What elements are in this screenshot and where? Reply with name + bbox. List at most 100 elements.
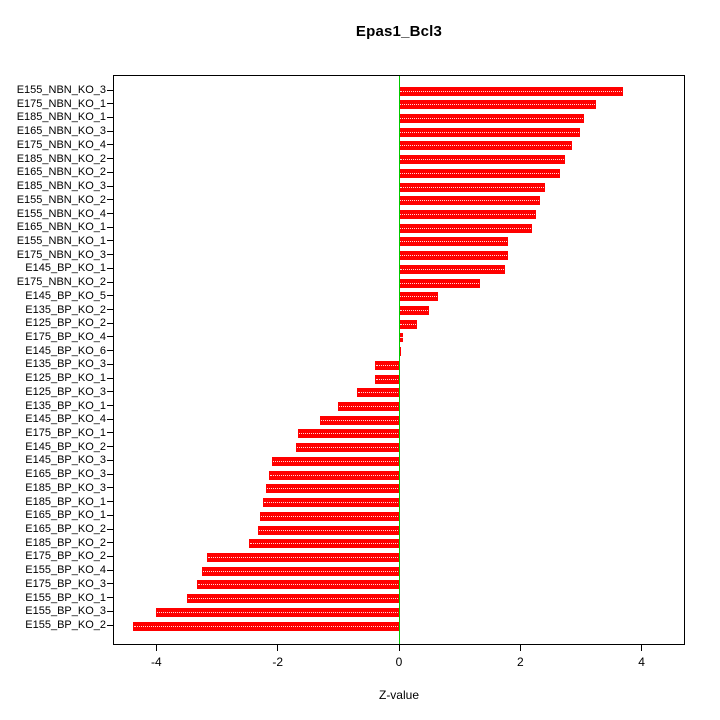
y-tick-mark — [107, 281, 113, 283]
bar — [271, 456, 399, 466]
bar — [399, 306, 430, 315]
x-tick-label: -4 — [151, 655, 162, 669]
bar — [399, 210, 536, 219]
y-tick-mark — [107, 391, 113, 393]
bar — [320, 415, 399, 425]
bar — [249, 539, 399, 549]
x-tick-label: 0 — [395, 655, 403, 669]
bar — [399, 347, 401, 357]
y-tick-mark — [107, 185, 113, 187]
y-tick-label: E185_BP_KO_2 — [25, 536, 106, 549]
y-tick-mark — [107, 624, 113, 626]
chart-title: Epas1_Bcl3 — [355, 23, 443, 40]
y-tick-mark — [107, 528, 113, 530]
bar — [201, 566, 399, 576]
bar — [374, 360, 399, 370]
bar — [399, 182, 545, 192]
y-tick-mark — [107, 363, 113, 365]
y-tick-label: E135_BP_KO_2 — [25, 303, 106, 316]
bar — [399, 100, 597, 110]
y-tick-mark — [107, 473, 113, 475]
y-tick-label: E155_NBN_KO_3 — [16, 84, 106, 96]
bar — [356, 388, 399, 398]
y-tick-mark — [107, 350, 113, 352]
y-tick-mark — [107, 240, 113, 242]
x-tick-mark — [641, 645, 643, 651]
y-tick-mark — [107, 555, 113, 557]
y-tick-label: E155_BP_KO_1 — [25, 591, 106, 604]
bar — [207, 552, 399, 562]
y-tick-label: E165_BP_KO_2 — [25, 523, 106, 535]
y-tick-mark — [107, 267, 113, 269]
y-tick-mark — [107, 103, 113, 105]
y-tick-mark — [107, 322, 113, 324]
y-tick-mark — [107, 309, 113, 310]
y-tick-label: E155_BP_KO_3 — [25, 605, 106, 618]
x-axis-title: Z-value — [378, 688, 419, 702]
y-tick-label: E155_BP_KO_2 — [25, 619, 106, 631]
bar — [268, 470, 399, 480]
bar — [399, 264, 506, 274]
bar — [186, 594, 399, 604]
y-tick-label: E185_NBN_KO_2 — [16, 152, 106, 165]
bar — [258, 525, 399, 535]
y-tick-label: E145_BP_KO_4 — [25, 413, 106, 426]
y-tick-mark — [107, 459, 113, 461]
y-tick-label: E185_BP_KO_1 — [25, 495, 106, 508]
y-tick-label: E165_NBN_KO_3 — [16, 125, 106, 138]
y-tick-mark — [107, 158, 113, 160]
y-tick-mark — [107, 130, 113, 132]
y-tick-mark — [107, 226, 113, 228]
y-tick-mark — [107, 501, 113, 502]
bar — [197, 580, 399, 590]
y-tick-mark — [107, 171, 113, 173]
y-tick-label: E175_BP_KO_3 — [25, 577, 106, 590]
y-tick-mark — [107, 610, 113, 612]
y-tick-label: E175_NBN_KO_1 — [16, 97, 106, 110]
y-tick-mark — [107, 432, 113, 434]
y-tick-label: E155_NBN_KO_1 — [16, 234, 106, 247]
bar — [399, 223, 533, 233]
y-tick-mark — [107, 597, 113, 599]
y-tick-label: E125_BP_KO_3 — [25, 385, 106, 398]
y-tick-mark — [107, 446, 113, 448]
bar — [399, 113, 584, 123]
bar — [399, 155, 566, 165]
y-tick-label: E155_BP_KO_4 — [25, 564, 106, 577]
y-tick-label: E175_BP_KO_4 — [25, 330, 106, 343]
y-tick-label: E145_BP_KO_2 — [25, 440, 106, 453]
y-tick-label: E165_BP_KO_3 — [25, 468, 106, 481]
y-tick-label: E175_NBN_KO_3 — [16, 248, 106, 261]
y-tick-mark — [107, 569, 113, 571]
bar — [399, 251, 509, 261]
x-tick-label: 4 — [638, 655, 645, 669]
bar — [399, 141, 572, 151]
zero-reference-line — [398, 76, 400, 644]
y-tick-label: E165_NBN_KO_1 — [16, 221, 106, 234]
y-tick-mark — [107, 144, 113, 146]
y-tick-mark — [107, 336, 113, 338]
y-tick-label: E155_NBN_KO_4 — [16, 207, 106, 220]
y-tick-label: E165_NBN_KO_2 — [16, 166, 106, 179]
y-tick-label: E175_NBN_KO_4 — [16, 138, 106, 151]
bar — [399, 168, 561, 178]
plot-area — [113, 75, 685, 645]
y-tick-mark — [107, 542, 113, 544]
y-tick-label: E135_BP_KO_1 — [25, 399, 106, 412]
y-tick-label: E155_NBN_KO_2 — [16, 193, 106, 206]
y-tick-label: E125_BP_KO_1 — [25, 372, 106, 385]
x-tick-mark — [277, 645, 279, 651]
y-tick-label: E125_BP_KO_2 — [25, 317, 106, 330]
bar — [374, 374, 399, 384]
x-tick-mark — [398, 645, 400, 651]
bar — [295, 443, 399, 453]
bar — [399, 333, 404, 343]
y-tick-label: E145_BP_KO_6 — [25, 344, 106, 357]
bar — [399, 86, 624, 96]
y-tick-mark — [107, 514, 113, 516]
bar — [133, 621, 399, 631]
y-tick-mark — [107, 418, 113, 420]
y-tick-label: E175_NBN_KO_2 — [16, 276, 106, 289]
y-tick-mark — [107, 487, 113, 489]
